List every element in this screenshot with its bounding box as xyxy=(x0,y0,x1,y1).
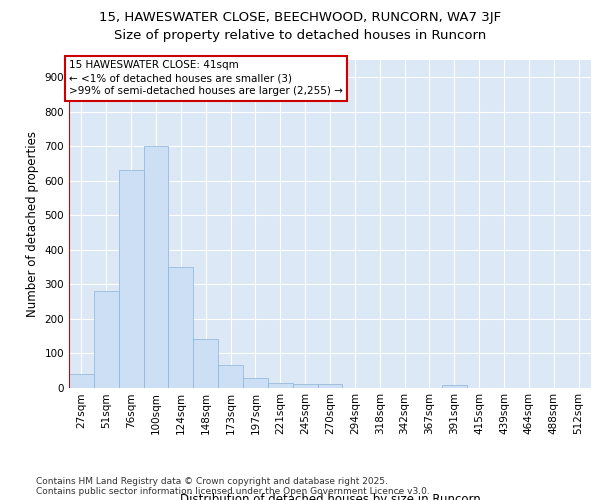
X-axis label: Distribution of detached houses by size in Runcorn: Distribution of detached houses by size … xyxy=(179,493,481,500)
Text: 15, HAWESWATER CLOSE, BEECHWOOD, RUNCORN, WA7 3JF: 15, HAWESWATER CLOSE, BEECHWOOD, RUNCORN… xyxy=(99,11,501,24)
Bar xyxy=(317,384,343,388)
Bar xyxy=(94,291,119,388)
Bar xyxy=(193,339,218,388)
Bar xyxy=(218,365,243,388)
Bar xyxy=(442,386,467,388)
Y-axis label: Number of detached properties: Number of detached properties xyxy=(26,130,39,317)
Bar xyxy=(243,378,268,388)
Text: Contains HM Land Registry data © Crown copyright and database right 2025.
Contai: Contains HM Land Registry data © Crown c… xyxy=(36,476,430,496)
Bar xyxy=(169,267,193,388)
Bar xyxy=(293,384,317,388)
Bar xyxy=(268,382,293,388)
Text: 15 HAWESWATER CLOSE: 41sqm
← <1% of detached houses are smaller (3)
>99% of semi: 15 HAWESWATER CLOSE: 41sqm ← <1% of deta… xyxy=(69,60,343,96)
Bar xyxy=(69,374,94,388)
Bar xyxy=(119,170,143,388)
Bar xyxy=(143,146,169,388)
Text: Size of property relative to detached houses in Runcorn: Size of property relative to detached ho… xyxy=(114,29,486,42)
